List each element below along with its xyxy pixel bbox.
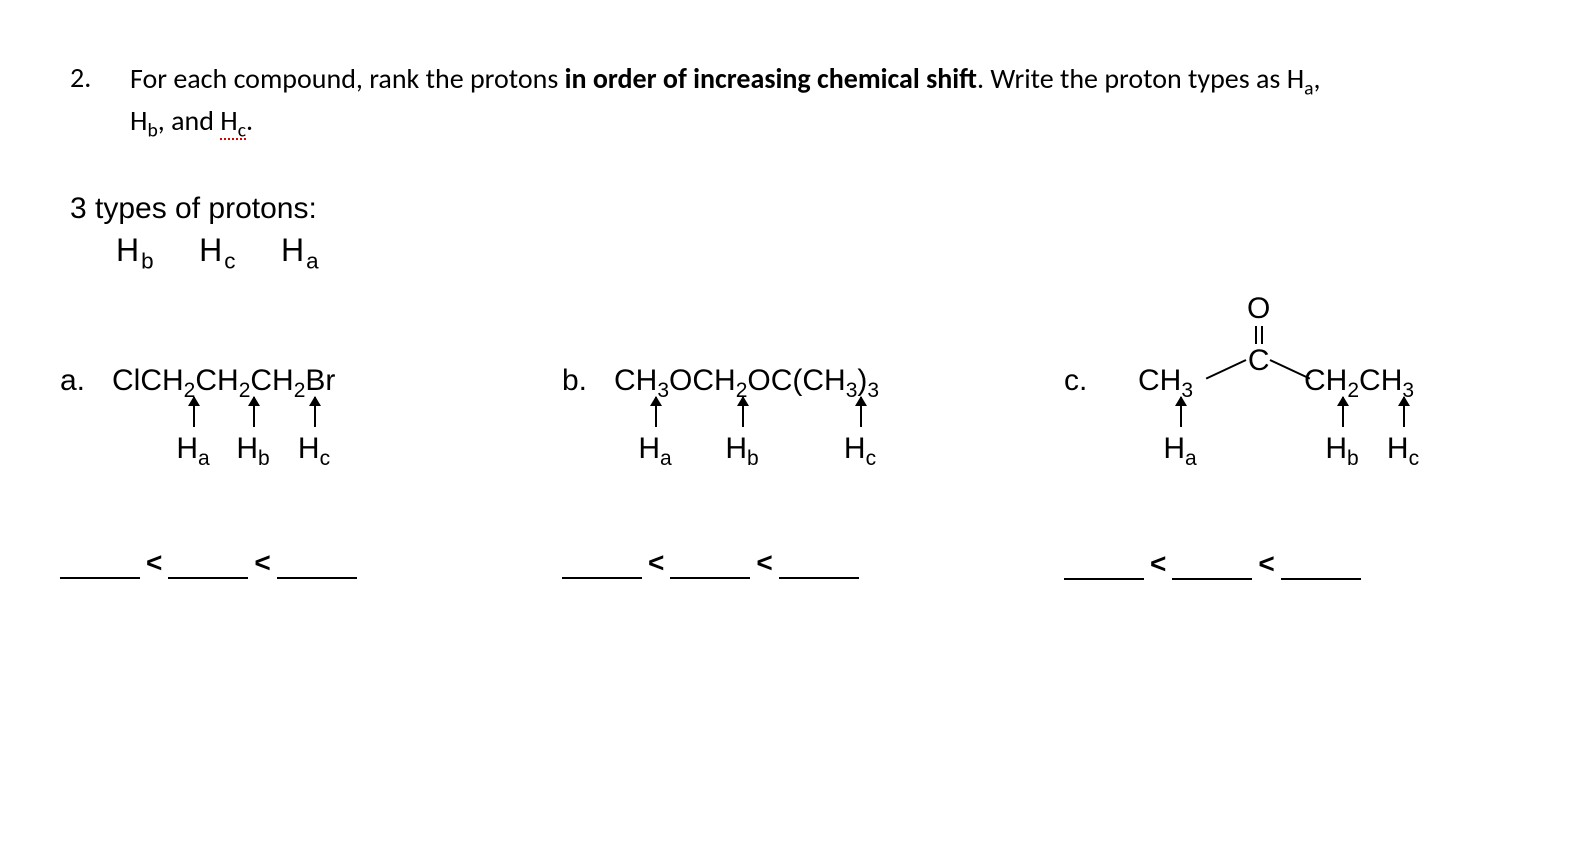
carbonyl-C: C xyxy=(1248,344,1270,377)
arrow-b2 xyxy=(742,397,744,427)
page: 2. For each compound, rank the protons i… xyxy=(0,0,1586,850)
answerline-b: < < xyxy=(562,543,859,579)
label-a: a. xyxy=(60,364,112,398)
arrow-c2 xyxy=(1342,397,1344,427)
compound-c: c. O C CH3 CH2CH3 Ha Hb Hc xyxy=(1064,364,1526,580)
sub-b: b xyxy=(147,119,157,143)
carbonyl-O: O xyxy=(1247,292,1270,325)
answerline-a: < < xyxy=(60,543,357,579)
hlab-c3: Hc xyxy=(1387,432,1419,471)
hlab-b1: Ha xyxy=(638,432,671,471)
compounds-row: a.ClCH2CH2CH2Br Ha Hb Hc < < b.CH3OCH2OC… xyxy=(40,364,1546,580)
lt-a1: < xyxy=(144,547,164,579)
answerline-c: < < xyxy=(1064,544,1361,580)
blank-b1[interactable] xyxy=(562,543,642,579)
hc: Hc xyxy=(199,232,237,268)
hlab-a3: Hc xyxy=(298,432,330,471)
blank-c2[interactable] xyxy=(1172,544,1252,580)
hc-sub: c xyxy=(238,119,246,143)
compound-b: b.CH3OCH2OC(CH3)3 Ha Hb Hc < < xyxy=(562,364,1024,580)
lt-b2: < xyxy=(754,547,774,579)
qtext-pre: For each compound, rank the protons xyxy=(130,61,565,96)
ha: Ha xyxy=(281,232,321,268)
arrow-b1 xyxy=(655,397,657,427)
bond-left xyxy=(1206,360,1247,380)
blank-c1[interactable] xyxy=(1064,544,1144,580)
arrow-b3 xyxy=(860,397,862,427)
blank-b3[interactable] xyxy=(779,543,859,579)
hlab-c2: Hb xyxy=(1325,432,1358,471)
lt-c1: < xyxy=(1148,548,1168,580)
lt-b1: < xyxy=(646,547,666,579)
formula-a: a.ClCH2CH2CH2Br Ha Hb Hc xyxy=(60,364,335,403)
arrow-a2 xyxy=(253,397,255,427)
arrow-c1 xyxy=(1180,397,1182,427)
blank-a3[interactable] xyxy=(277,543,357,579)
formula-c: c. O C CH3 CH2CH3 Ha Hb Hc xyxy=(1064,364,1484,404)
qtext-bold: in order of increasing chemical shift xyxy=(565,61,977,96)
qtext-post1: . Write the proton types as H xyxy=(977,61,1304,96)
hlab-a2: Hb xyxy=(236,432,269,471)
label-c: c. xyxy=(1064,364,1116,398)
period: . xyxy=(246,103,253,138)
double-bond xyxy=(1255,326,1263,344)
note-line1: 3 types of protons: xyxy=(70,192,1546,226)
blank-a2[interactable] xyxy=(168,543,248,579)
note-line2: Hb Hc Ha xyxy=(116,232,1546,274)
arrow-c3 xyxy=(1403,397,1405,427)
blank-c3[interactable] xyxy=(1281,544,1361,580)
question-text: For each compound, rank the protons in o… xyxy=(130,60,1330,144)
formula-b: b.CH3OCH2OC(CH3)3 Ha Hb Hc xyxy=(562,364,879,403)
sub-a: a xyxy=(1304,77,1313,101)
blank-b2[interactable] xyxy=(670,543,750,579)
hc-squiggle: Hc xyxy=(220,103,246,140)
lt-c2: < xyxy=(1256,548,1276,580)
and: , and xyxy=(158,103,220,138)
blank-a1[interactable] xyxy=(60,543,140,579)
hc-h: H xyxy=(220,103,237,138)
arrow-a1 xyxy=(193,397,195,427)
lt-a2: < xyxy=(252,547,272,579)
hlab-b3: Hc xyxy=(844,432,876,471)
hb: Hb xyxy=(116,232,156,268)
carbonyl: O C xyxy=(1247,294,1270,376)
question-number: 2. xyxy=(70,60,130,95)
hlab-a1: Ha xyxy=(176,432,209,471)
hlab-b2: Hb xyxy=(725,432,758,471)
hlab-c1: Ha xyxy=(1163,432,1196,471)
arrow-a3 xyxy=(314,397,316,427)
question-line: 2. For each compound, rank the protons i… xyxy=(70,60,1546,144)
label-b: b. xyxy=(562,364,614,398)
compound-a: a.ClCH2CH2CH2Br Ha Hb Hc < < xyxy=(60,364,522,580)
